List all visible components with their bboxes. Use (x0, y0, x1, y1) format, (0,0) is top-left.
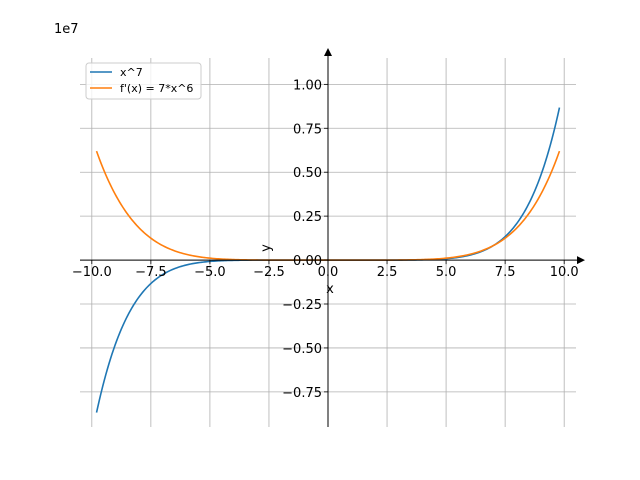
legend: x^7 f'(x) = 7*x^6 (85, 62, 202, 100)
legend-label-2: f'(x) = 7*x^6 (120, 82, 193, 95)
x-axis-label: x (326, 282, 334, 297)
x-tick-label: −5.0 (194, 265, 226, 280)
y-tick-label: 0.00 (293, 254, 322, 269)
y-tick-label: 1.00 (293, 78, 322, 93)
x-tick-label: 2.5 (377, 265, 398, 280)
y-tick-label: 0.50 (293, 166, 322, 181)
ticks: −10.0 −7.5 −5.0 −2.5 0.0 2.5 5.0 7.5 10.0 −0.75 −0… (72, 78, 579, 401)
x-tick-label: 7.5 (495, 265, 516, 280)
y-tick-label: −0.50 (282, 342, 322, 357)
y-tick-label: 0.75 (293, 122, 322, 137)
x-tick-label: 5.0 (436, 265, 457, 280)
x-tick-label: 10.0 (550, 265, 579, 280)
x-tick-label: −2.5 (253, 265, 285, 280)
axes (80, 48, 585, 427)
y-axis-arrow (324, 48, 332, 56)
y-axis-label: y (259, 244, 274, 252)
legend-label-1: x^7 (120, 66, 143, 79)
y-tick-label: 0.25 (293, 210, 322, 225)
x-tick-label: −7.5 (135, 265, 167, 280)
x-tick-label: −10.0 (72, 265, 112, 280)
y-offset-label: 1e7 (54, 22, 79, 37)
x-axis-arrow (577, 256, 585, 265)
x-tick-label: 0.0 (318, 265, 339, 280)
y-tick-label: −0.25 (282, 298, 322, 313)
y-tick-label: −0.75 (282, 386, 322, 401)
legend-frame (85, 62, 202, 100)
